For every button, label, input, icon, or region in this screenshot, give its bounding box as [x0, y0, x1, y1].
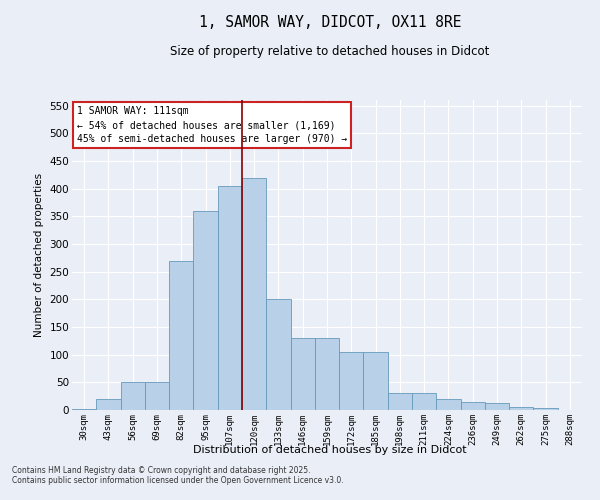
Bar — [218, 186, 242, 410]
Bar — [266, 300, 290, 410]
Bar — [339, 352, 364, 410]
Bar — [96, 399, 121, 410]
Bar — [193, 210, 218, 410]
Text: 1, SAMOR WAY, DIDCOT, OX11 8RE: 1, SAMOR WAY, DIDCOT, OX11 8RE — [199, 15, 461, 30]
Bar — [290, 338, 315, 410]
Y-axis label: Number of detached properties: Number of detached properties — [34, 173, 44, 337]
Bar — [364, 352, 388, 410]
Bar — [169, 260, 193, 410]
Bar — [412, 394, 436, 410]
Bar — [436, 399, 461, 410]
Bar — [145, 382, 169, 410]
Bar — [533, 408, 558, 410]
Text: Contains HM Land Registry data © Crown copyright and database right 2025.
Contai: Contains HM Land Registry data © Crown c… — [12, 466, 344, 485]
Bar — [121, 382, 145, 410]
Bar — [315, 338, 339, 410]
Bar — [72, 409, 96, 410]
Text: 1 SAMOR WAY: 111sqm
← 54% of detached houses are smaller (1,169)
45% of semi-det: 1 SAMOR WAY: 111sqm ← 54% of detached ho… — [77, 106, 347, 144]
Text: Size of property relative to detached houses in Didcot: Size of property relative to detached ho… — [170, 45, 490, 58]
Bar — [509, 407, 533, 410]
Bar — [242, 178, 266, 410]
Bar — [388, 394, 412, 410]
Bar — [461, 402, 485, 410]
Text: Distribution of detached houses by size in Didcot: Distribution of detached houses by size … — [193, 445, 467, 455]
Bar — [485, 404, 509, 410]
